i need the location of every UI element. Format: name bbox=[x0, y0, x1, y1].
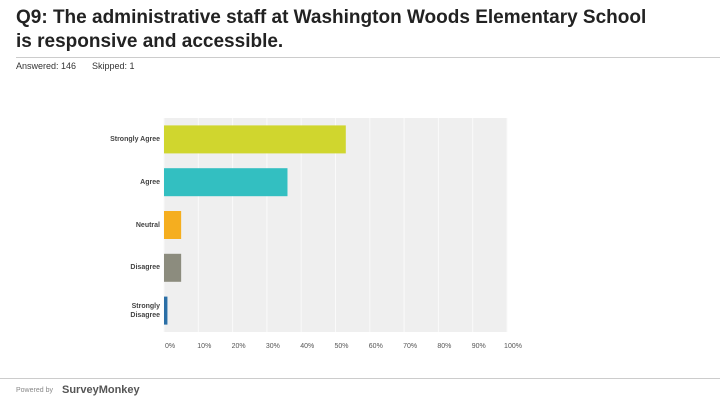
x-tick-label: 30% bbox=[266, 343, 280, 350]
x-tick-label: 20% bbox=[232, 343, 246, 350]
x-tick-label: 40% bbox=[300, 343, 314, 350]
powered-by: Powered by bbox=[16, 387, 53, 394]
x-tick-label: 70% bbox=[403, 343, 417, 350]
bar bbox=[164, 296, 168, 325]
answered: Answered: 146 bbox=[16, 61, 77, 71]
bar bbox=[164, 125, 346, 154]
bar bbox=[164, 211, 182, 239]
x-tick-label: 10% bbox=[197, 343, 211, 350]
x-tick-label: 0% bbox=[165, 343, 175, 350]
x-tick-label: 80% bbox=[437, 343, 451, 350]
x-tick-label: 100% bbox=[504, 343, 522, 350]
question-title: Q9: The administrative staff at Washingt… bbox=[16, 7, 647, 52]
x-tick-label: 50% bbox=[334, 343, 348, 350]
category-label: Agree bbox=[140, 178, 160, 186]
category-label: Strongly Disagree bbox=[130, 302, 160, 319]
skipped: Skipped: 1 bbox=[92, 61, 135, 71]
category-label: Strongly Agree bbox=[110, 135, 160, 143]
brand: SurveyMonkey bbox=[62, 384, 140, 396]
bar bbox=[164, 253, 182, 282]
category-label: Neutral bbox=[135, 221, 160, 229]
x-tick-label: 60% bbox=[369, 343, 383, 350]
category-label: Disagree bbox=[130, 264, 160, 272]
divider bbox=[16, 57, 720, 58]
bar bbox=[164, 168, 288, 197]
x-tick-label: 90% bbox=[472, 343, 486, 350]
